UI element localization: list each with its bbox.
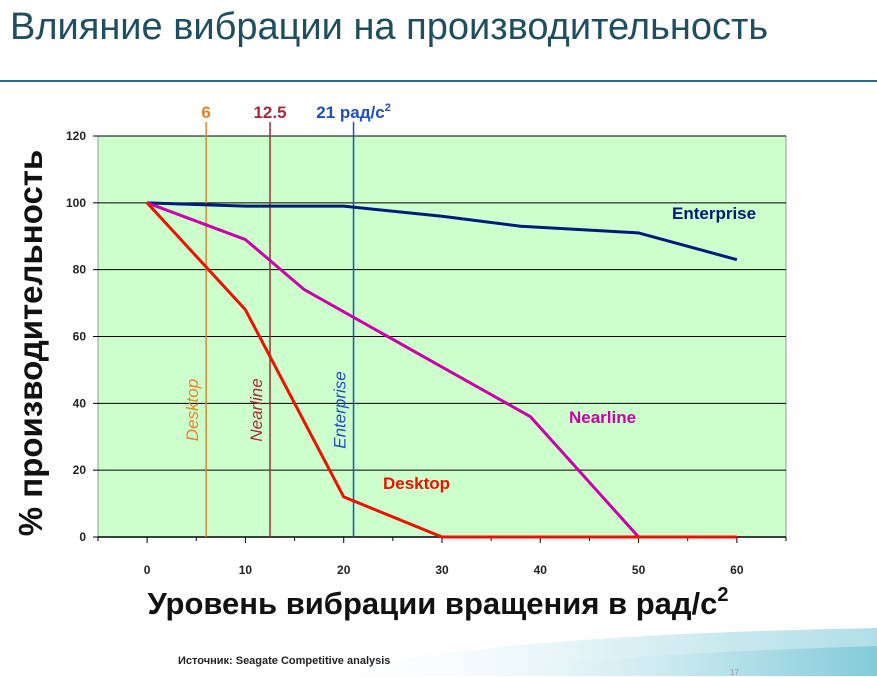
x-tick-label: 20 xyxy=(337,563,351,577)
x-tick-label: 40 xyxy=(534,563,548,577)
x-tick-label: 30 xyxy=(435,563,449,577)
threshold-value-text: 21 рад/с xyxy=(316,103,384,122)
threshold-line-label: Enterprise xyxy=(331,371,350,448)
grid-lines xyxy=(98,135,786,538)
y-axis-ticks: 0 20 40 60 80 100 120 xyxy=(66,129,98,544)
x-tick-label: 50 xyxy=(632,563,646,577)
y-tick-label: 80 xyxy=(73,263,87,277)
y-tick-label: 120 xyxy=(66,129,86,143)
threshold-line-label: Desktop xyxy=(183,379,202,441)
threshold-value-text: 6 xyxy=(201,103,210,122)
y-tick-label: 20 xyxy=(73,463,87,477)
series-label-desktop: Desktop xyxy=(383,474,450,493)
x-tick-label: 10 xyxy=(239,563,253,577)
series-labels: Enterprise Nearline Desktop xyxy=(383,204,756,493)
y-tick-label: 100 xyxy=(66,196,86,210)
x-tick-label: 60 xyxy=(730,563,744,577)
slide-title: Влияние вибрации на производительность xyxy=(10,6,769,48)
threshold-lines: 6 Desktop 12.5 Nearline 21 рад/с2 Enterprise xyxy=(183,102,391,537)
threshold-value-label: 12.5 xyxy=(253,103,286,122)
x-axis-label-text: Уровень вибрации вращения в рад/с xyxy=(147,586,717,621)
x-axis-label: Уровень вибрации вращения в рад/с2 xyxy=(147,584,728,621)
threshold-value-superscript: 2 xyxy=(385,102,391,114)
x-axis-ticks: 0 10 20 30 40 50 60 xyxy=(97,537,787,577)
threshold-value-text: 12.5 xyxy=(253,103,286,122)
threshold-value-label: 21 рад/с2 xyxy=(316,102,391,122)
series-label-nearline: Nearline xyxy=(569,408,636,427)
decorative-wave xyxy=(300,628,877,676)
series-line-nearline xyxy=(146,201,640,539)
y-tick-label: 60 xyxy=(73,330,87,344)
page-number: 17 xyxy=(730,668,739,677)
series-label-enterprise: Enterprise xyxy=(672,204,756,223)
y-tick-label: 40 xyxy=(73,396,87,410)
x-tick-label: 0 xyxy=(144,563,151,577)
series-line-enterprise xyxy=(147,201,738,262)
series-lines xyxy=(146,201,738,539)
series-line-desktop xyxy=(146,201,737,539)
threshold-line-label: Nearline xyxy=(247,378,266,441)
title-divider xyxy=(0,80,877,82)
threshold-value-label: 6 xyxy=(201,103,210,122)
y-tick-label: 0 xyxy=(79,530,86,544)
source-note: Источник: Seagate Competitive analysis xyxy=(178,655,391,667)
x-axis-label-superscript: 2 xyxy=(717,584,728,606)
y-axis-label: % производительность xyxy=(12,150,49,536)
